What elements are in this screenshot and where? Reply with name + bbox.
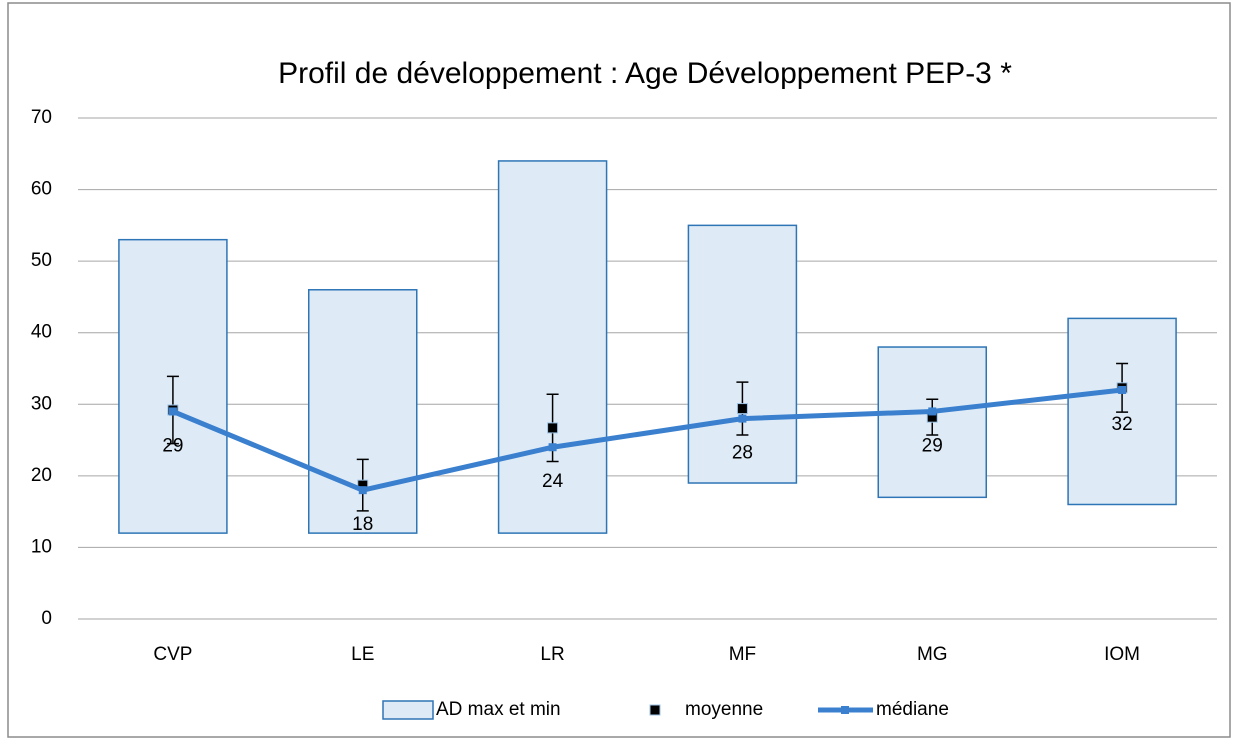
y-tick-label: 50 xyxy=(31,250,52,271)
median-marker xyxy=(1118,385,1127,394)
mean-marker xyxy=(547,422,559,434)
data-label: 28 xyxy=(732,443,753,464)
y-tick-label: 70 xyxy=(31,107,52,128)
legend-label: moyenne xyxy=(685,699,763,720)
legend-swatch xyxy=(841,706,849,714)
data-label: 29 xyxy=(162,435,183,456)
y-tick-label: 20 xyxy=(31,465,52,486)
legend-label: AD max et min xyxy=(436,699,561,720)
data-label: 18 xyxy=(352,514,373,535)
legend-label: médiane xyxy=(876,699,949,720)
legend-swatch xyxy=(649,704,661,716)
x-tick-label: LE xyxy=(351,644,374,665)
x-tick-label: LR xyxy=(540,644,564,665)
median-marker xyxy=(738,414,747,423)
range-bar xyxy=(687,224,798,484)
median-marker xyxy=(548,443,557,452)
median-marker xyxy=(358,486,367,495)
range-bar xyxy=(497,160,608,534)
data-label: 29 xyxy=(922,435,943,456)
x-tick-label: CVP xyxy=(153,644,192,665)
median-line xyxy=(171,387,1123,493)
x-tick-label: MG xyxy=(917,644,948,665)
y-tick-label: 60 xyxy=(31,179,52,200)
data-label: 24 xyxy=(542,471,564,492)
y-tick-label: 10 xyxy=(31,536,52,557)
x-tick-label: MF xyxy=(729,644,756,665)
y-tick-label: 30 xyxy=(31,393,52,414)
chart-title: Profil de développement : Age Développem… xyxy=(278,57,1012,90)
data-label: 32 xyxy=(1112,414,1133,435)
legend-swatch xyxy=(382,700,434,720)
median-marker xyxy=(168,407,177,416)
mean-marker xyxy=(736,403,748,415)
y-tick-label: 40 xyxy=(31,322,52,343)
x-tick-label: IOM xyxy=(1104,644,1140,665)
median-marker xyxy=(928,407,937,416)
y-tick-label: 0 xyxy=(41,608,52,629)
